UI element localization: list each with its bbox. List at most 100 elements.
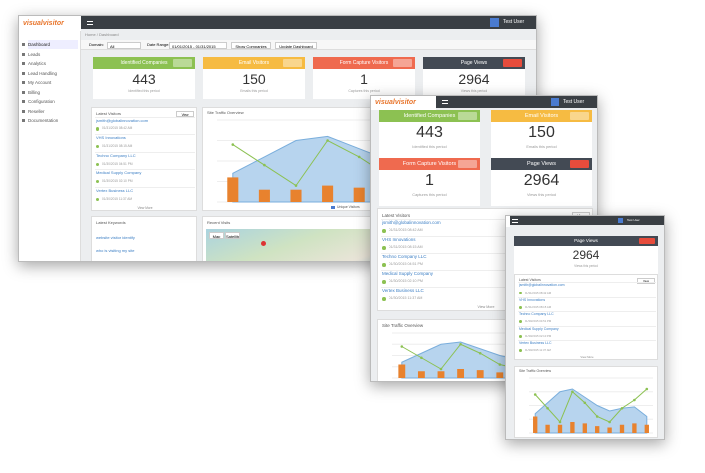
nav-icon (22, 90, 25, 94)
nav-item[interactable]: Billing (28, 89, 41, 95)
visitor-meta: 01/30/2015 04:51 PM (524, 319, 552, 324)
user-avatar (618, 218, 623, 223)
traffic-bar (353, 187, 365, 202)
visitor-meta: 01/31/2015 08:15 AM (102, 144, 133, 148)
stat-value: 150 (528, 124, 555, 141)
user-name[interactable]: Test User (563, 99, 585, 105)
traffic-point (478, 351, 482, 355)
traffic-bar (545, 424, 550, 433)
visitor-name[interactable]: Vertex Business LLC (382, 287, 424, 293)
stat-note: Views this period (527, 192, 556, 197)
visitor-name[interactable]: VHS Innovations (96, 135, 126, 141)
nav-icon (22, 119, 25, 122)
stat-note: Identified this period (128, 89, 160, 94)
legend-swatch (331, 205, 335, 209)
panel-title: Latest Keywords (96, 220, 126, 225)
breadcrumb: Home / Dashboard (85, 32, 119, 37)
traffic-point (558, 420, 562, 424)
nav-item[interactable]: Lead Handling (28, 70, 58, 76)
device-screen: visualvisitor Test User Dashboard Leads Anal… (18, 15, 537, 262)
stat-value: 150 (242, 71, 266, 87)
traffic-point (645, 387, 649, 391)
filter-button[interactable]: Show Companies (231, 41, 271, 49)
traffic-point (571, 390, 574, 394)
visitor-name[interactable]: jsmith@globalinnovation.com (382, 219, 441, 225)
stat-value: 2964 (458, 71, 490, 87)
stat-card-title: Email Visitors (203, 57, 305, 69)
nav-item[interactable]: Dashboard (28, 40, 78, 49)
traffic-line (534, 388, 648, 423)
stat-badge (569, 160, 589, 168)
visitor-meta: 01/30/2015 02:10 PM (388, 279, 423, 284)
stat-badge (172, 59, 192, 67)
visitor-row-divider (381, 252, 591, 254)
visitor-status-dot (519, 320, 522, 324)
visitor-meta: 01/31/2015 08:15 AM (524, 305, 552, 309)
visitor-name[interactable]: Vertex Business LLC (519, 341, 552, 345)
nav-icon (22, 109, 25, 113)
stat-value: 2964 (523, 172, 560, 189)
legend-label: Unique Visitors (337, 204, 360, 209)
nav-icon (22, 43, 25, 46)
visitor-name[interactable]: jsmith@globalinnovation.com (96, 117, 149, 123)
map-tab[interactable]: Satellite (225, 232, 240, 239)
stat-card-title: Email Visitors (491, 110, 592, 122)
view-more-link[interactable]: View More (137, 205, 153, 210)
view-more-link[interactable]: View More (580, 355, 594, 360)
visitor-name[interactable]: Techno Company LLC (96, 152, 136, 158)
user-name[interactable]: Test User (503, 19, 525, 25)
user-name[interactable]: Test User (627, 218, 640, 222)
date-label: Date Range: (147, 42, 170, 47)
traffic-point (459, 342, 462, 346)
menu-toggle[interactable] (512, 218, 518, 223)
logo: visualvisitor (371, 96, 436, 110)
filter-button[interactable]: Update Dashboard (275, 41, 317, 49)
visitor-name[interactable]: VHS Innovations (382, 236, 416, 242)
stat-card: Form Capture Visitors 1 Captures this peri… (379, 158, 480, 206)
visitor-row-divider (95, 169, 195, 171)
stat-note: Views this period (574, 263, 598, 268)
panel-title: Recent Visits (207, 220, 231, 225)
nav-item[interactable]: Documentation (28, 118, 59, 123)
keyword[interactable]: who is visiting my site (96, 248, 135, 253)
nav-item[interactable]: Reseller (28, 108, 45, 114)
nav-icon (22, 100, 25, 103)
stat-badge (457, 160, 477, 168)
stat-card: Email Visitors 150 Emails this period (203, 57, 305, 99)
visitor-name[interactable]: Medical Supply Company (519, 326, 559, 331)
nav-item[interactable]: Leads (28, 51, 41, 57)
visitor-name[interactable]: Techno Company LLC (519, 312, 554, 317)
visitor-name[interactable]: Medical Supply Company (382, 270, 434, 276)
view-more-link[interactable]: View More (477, 304, 495, 309)
nav-item[interactable]: Configuration (28, 99, 55, 104)
traffic-bar (582, 423, 587, 433)
stat-badge (282, 59, 302, 67)
menu-toggle[interactable] (87, 20, 93, 25)
traffic-bar (258, 189, 270, 202)
traffic-bar (290, 189, 302, 202)
traffic-point (357, 155, 361, 159)
stat-value: 1 (425, 172, 434, 189)
nav-item[interactable]: My Account (28, 80, 52, 85)
map-tab[interactable]: Map (209, 232, 224, 239)
visitor-name[interactable]: Medical Supply Company (96, 170, 142, 176)
visitor-status-dot (519, 349, 522, 352)
stat-card-title: Page Views (423, 57, 525, 69)
date-input[interactable]: 01/01/2015 - 01/31/2015 (169, 41, 227, 49)
visitor-name[interactable]: Vertex Business LLC (96, 188, 134, 193)
traffic-bar (398, 364, 406, 378)
visitor-name[interactable]: Techno Company LLC (382, 253, 427, 259)
nav-item[interactable]: Analytics (28, 61, 47, 66)
top-bar (506, 216, 664, 225)
keyword[interactable]: website visitor identify (96, 235, 135, 240)
traffic-bar (476, 370, 484, 378)
stat-value: 2964 (572, 248, 600, 262)
visitor-name[interactable]: VHS Innovations (519, 297, 546, 302)
domain-select[interactable]: All (107, 41, 141, 49)
visitor-name[interactable]: jsmith@globalinnovation.com (519, 283, 565, 288)
logo: visualvisitor (506, 216, 510, 227)
menu-toggle[interactable] (442, 100, 448, 104)
stat-value: 443 (416, 124, 443, 141)
